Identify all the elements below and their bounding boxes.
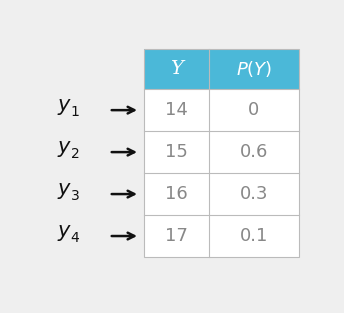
Bar [144,89,299,131]
Text: $y$: $y$ [57,181,72,201]
Text: 17: 17 [165,227,188,245]
Text: 16: 16 [165,185,188,203]
Text: 14: 14 [165,101,188,119]
Text: $4$: $4$ [70,231,80,245]
Text: 15: 15 [165,143,188,161]
FancyBboxPatch shape [144,49,299,89]
Bar [144,49,299,257]
Text: $y$: $y$ [57,139,72,159]
Text: $y$: $y$ [57,223,72,243]
Bar [144,173,299,215]
Text: $y$: $y$ [57,97,72,117]
Text: $2$: $2$ [70,147,79,162]
Bar [144,215,299,257]
Bar [144,131,299,173]
Text: 0: 0 [248,101,259,119]
Text: Y: Y [170,60,183,78]
Text: $1$: $1$ [70,105,80,120]
Text: 0.3: 0.3 [239,185,268,203]
Text: 0.1: 0.1 [240,227,268,245]
Text: $P(Y)$: $P(Y)$ [236,59,272,79]
Text: 0.6: 0.6 [240,143,268,161]
Text: $3$: $3$ [70,189,80,203]
